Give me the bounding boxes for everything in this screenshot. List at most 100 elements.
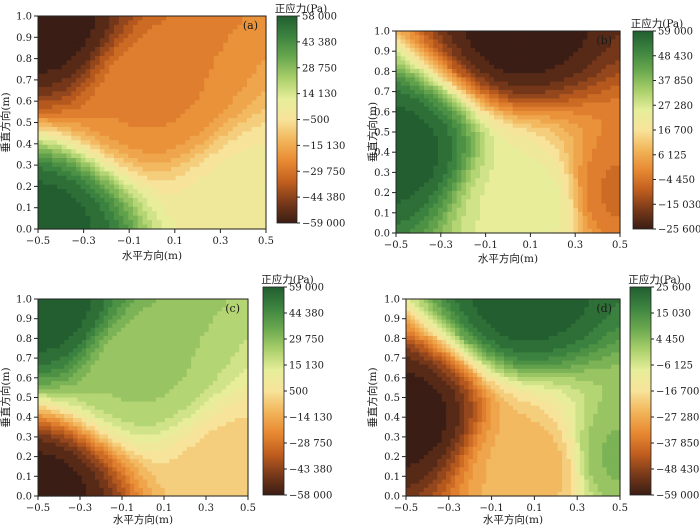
contour-cell [194,24,201,30]
contour-cell [42,319,48,325]
contour-cell [156,189,163,195]
contour-cell [461,148,467,154]
contour-cell [218,73,224,79]
contour-cell [419,203,425,209]
contour-cell [190,122,196,128]
contour-cell [46,463,52,468]
contour-cell [46,311,52,317]
contour-cell [414,161,420,167]
contour-cell [540,89,546,95]
contour-cell [405,43,411,49]
contour-cell [466,94,472,99]
contour-cell [46,315,52,321]
contour-cell [38,331,43,337]
contour-cell [428,136,434,142]
contour-cell [424,136,430,142]
contour-cell [578,199,584,205]
contour-cell [218,95,224,101]
contour-cell [133,144,139,150]
contour-cell [456,195,462,200]
contour-cell [498,47,504,53]
contour-cell [38,450,43,456]
contour-cell [568,56,574,62]
contour-cell [142,100,148,106]
contour-cell [104,131,110,137]
contour-cell [38,153,44,159]
contour-cell [199,118,205,124]
contour-cell [142,206,148,212]
colorbar-tick-label: −15 130 [302,141,345,152]
contour-cell [470,140,476,146]
contour-cell [592,31,598,36]
contour-cell [475,203,481,209]
contour-cell [447,110,453,116]
contour-cell [61,42,68,48]
contour-cell [396,216,402,221]
contour-cell [237,220,243,226]
contour-cell [147,118,153,124]
contour-cell [433,153,439,158]
contour-cell [152,118,158,124]
contour-cell [522,85,528,91]
contour-cell [85,60,91,66]
contour-cell [66,91,72,97]
contour-cell [494,98,500,104]
contour-cell [396,153,402,158]
contour-cell [396,39,402,45]
contour-cell [545,85,551,91]
contour-cell [38,405,43,411]
contour-cell [461,211,467,217]
contour-cell [52,193,58,199]
contour-cell [114,211,120,217]
contour-cell [247,82,253,88]
contour-cell [161,64,167,70]
contour-cell [466,136,472,142]
contour-cell [166,149,172,155]
contour-cell [51,401,57,407]
contour-cell [104,69,110,75]
contour-cell [456,161,462,167]
contour-cell [142,78,148,84]
contour-cell [536,165,542,171]
contour-cell [90,60,96,66]
contour-cell [185,91,191,97]
contour-cell [573,123,579,129]
contour-cell [128,64,134,70]
contour-cell [61,109,68,115]
contour-cell [114,29,120,35]
contour-cell [475,89,481,95]
contour-cell [218,197,224,203]
contour-cell [99,193,106,199]
contour-cell [85,104,91,110]
contour-cell [251,24,258,30]
contour-cell [470,178,476,184]
contour-cell [256,224,262,230]
contour-cell [213,29,220,35]
contour-cell [433,161,439,167]
contour-cell [470,144,476,150]
contour-cell [484,161,490,167]
contour-cell [582,140,588,146]
contour-cell [194,82,201,88]
contour-cell [242,197,248,203]
contour-cell [475,195,481,200]
contour-cell [156,42,163,48]
contour-cell [95,51,101,57]
contour-cell [46,483,52,489]
contour-cell [57,193,63,199]
contour-cell [175,95,182,101]
contour-cell [104,100,110,106]
contour-cell [540,140,546,146]
contour-cell [438,102,444,108]
contour-cell [447,161,453,167]
contour-cell [52,189,58,195]
contour-cell [526,60,532,66]
contour-cell [90,20,96,26]
contour-cell [610,165,616,171]
contour-cell [76,197,82,203]
contour-cell [190,95,196,101]
contour-cell [199,73,205,79]
contour-cell [137,69,144,75]
contour-cell [123,16,129,22]
contour-cell [123,20,129,26]
